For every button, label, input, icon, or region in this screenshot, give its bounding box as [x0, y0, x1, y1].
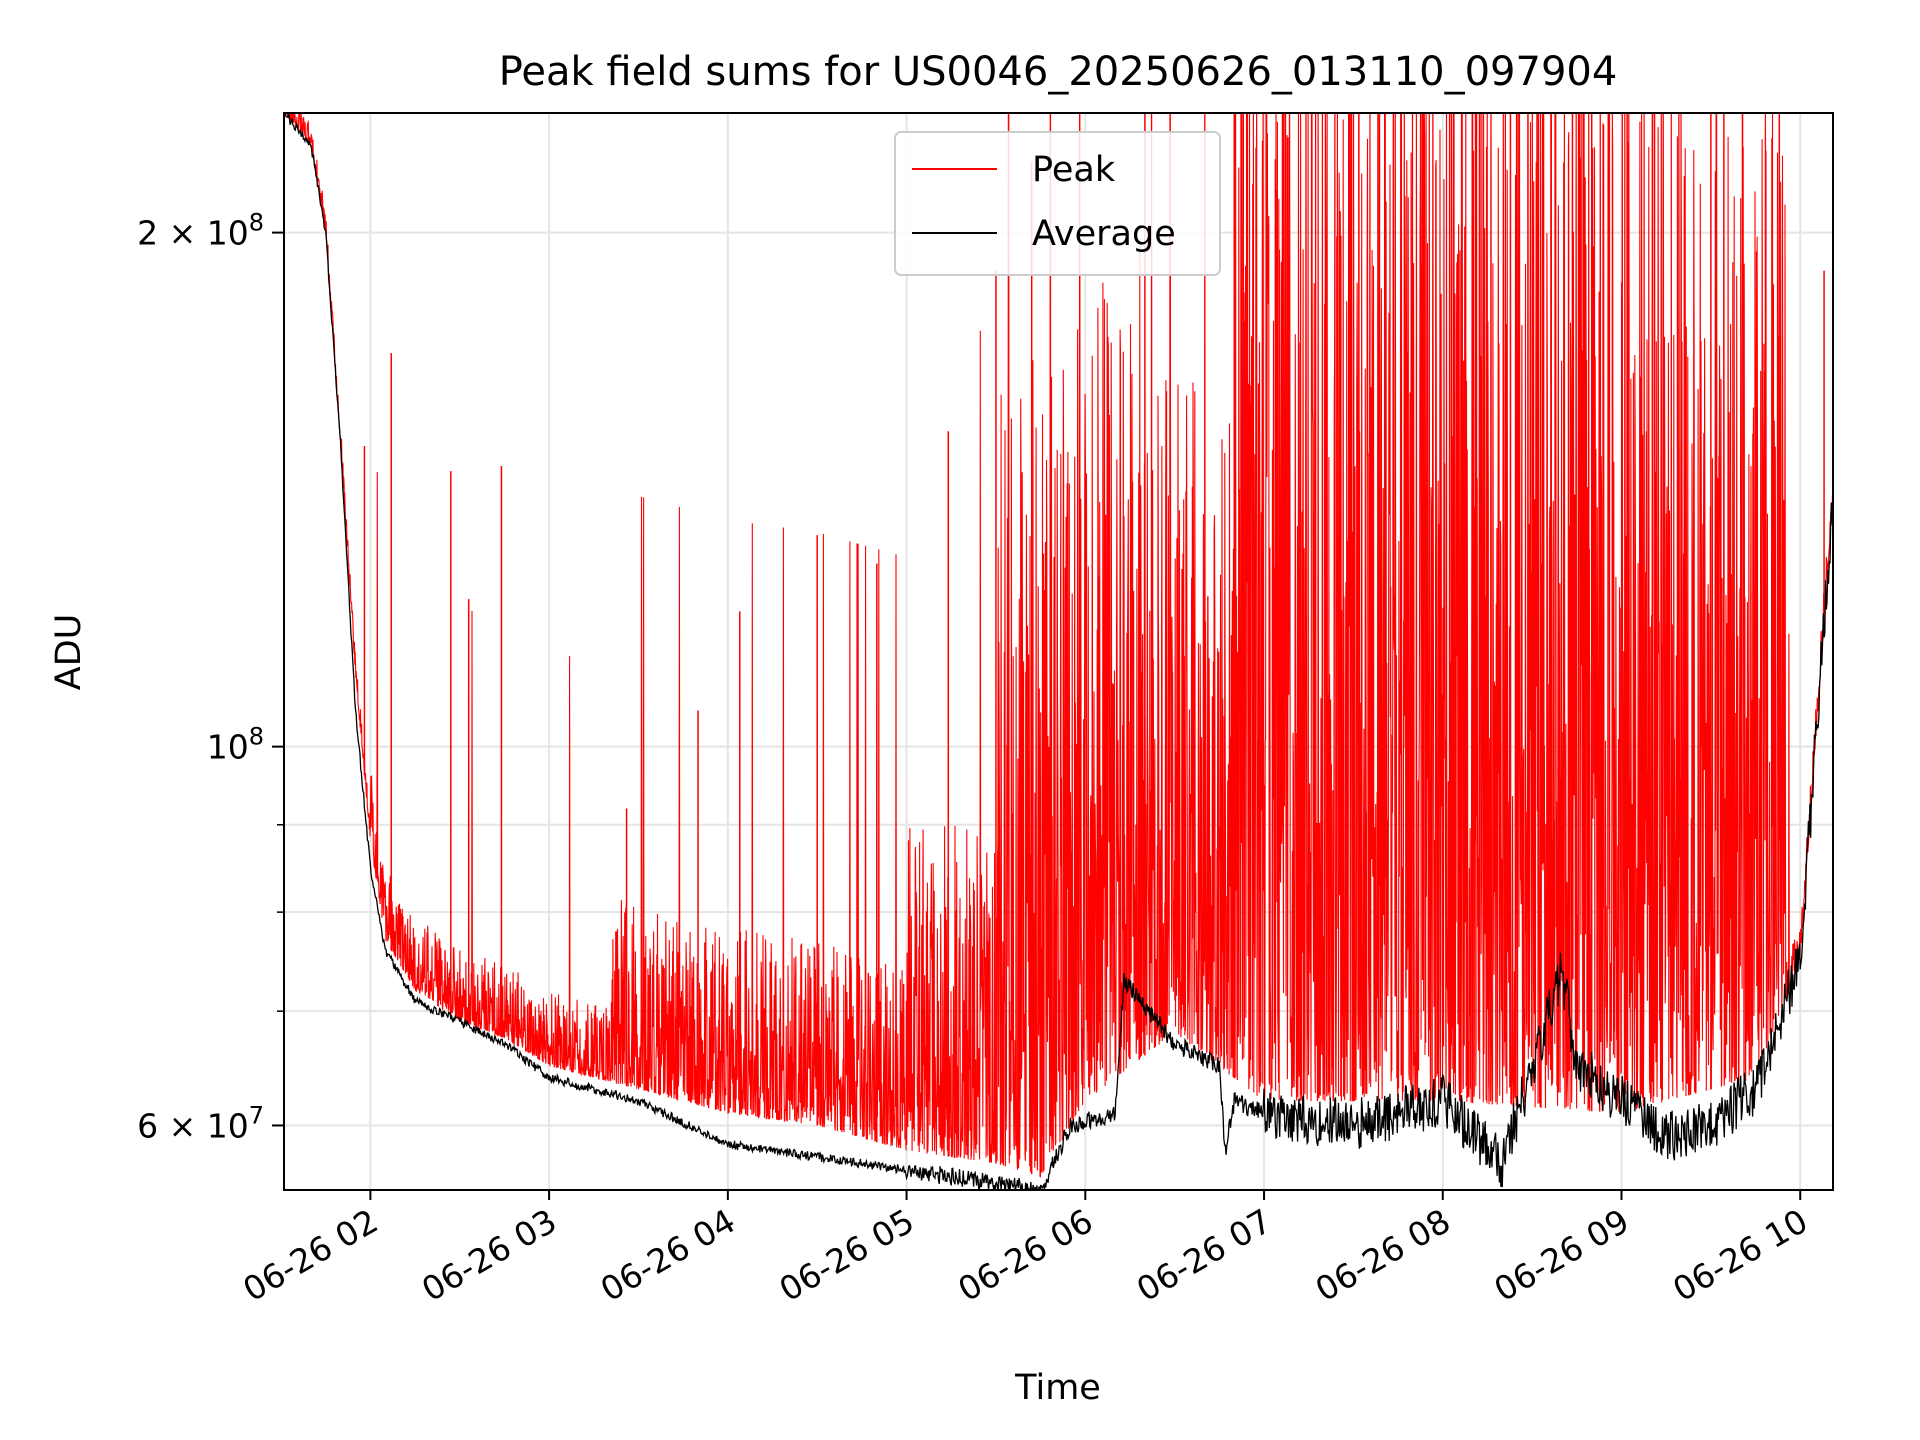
- plot-frame: [283, 112, 1834, 1191]
- average-line: [284, 113, 1833, 1190]
- y-tick-label: 6 × 107: [137, 1101, 264, 1145]
- x-axis-label: Time: [1014, 1368, 1101, 1408]
- chart-title: Peak field sums for US0046_20250626_0131…: [499, 49, 1618, 95]
- peak-line: [284, 113, 1833, 1178]
- y-tick-label: 108: [207, 723, 264, 767]
- series-peak: [284, 113, 1833, 1178]
- legend-average-label: Average: [1032, 214, 1176, 254]
- plot-area: [284, 113, 1833, 1190]
- y-axis-label: ADU: [49, 614, 89, 691]
- series-average: [284, 113, 1833, 1190]
- legend-box: [894, 131, 1221, 276]
- legend: Peak Average: [894, 131, 1221, 276]
- y-axis: 6 × 107 108 2 × 108: [137, 209, 284, 1145]
- y-tick-label: 2 × 108: [137, 209, 264, 253]
- legend-peak-label: Peak: [1032, 150, 1116, 190]
